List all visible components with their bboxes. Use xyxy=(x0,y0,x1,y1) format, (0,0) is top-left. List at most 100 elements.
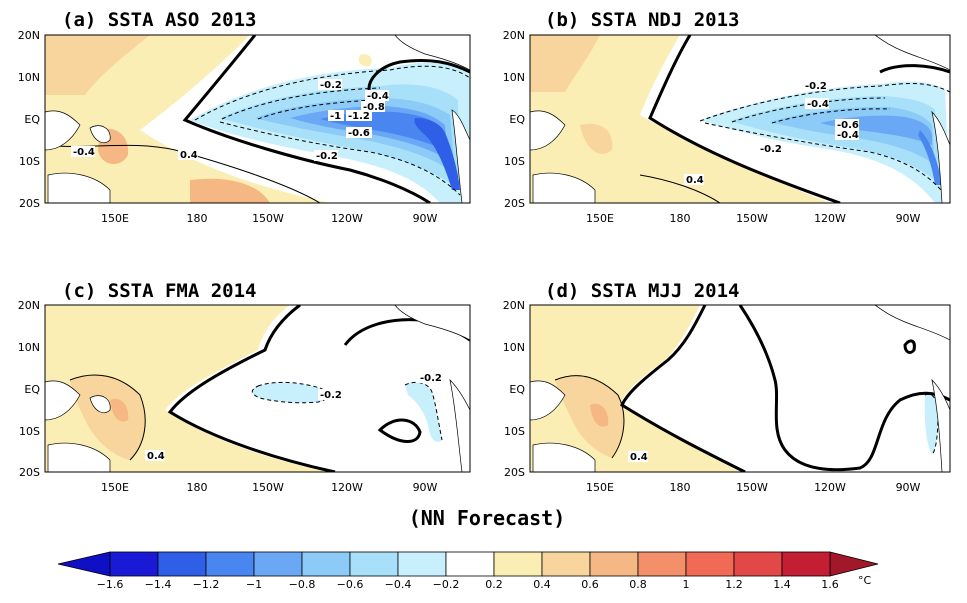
lon-label: 90W xyxy=(896,481,921,494)
colorbar-swatch xyxy=(349,551,399,577)
lat-label: 10S xyxy=(19,425,40,438)
lat-label: 10S xyxy=(19,155,40,168)
forecast-label: (NN Forecast) xyxy=(409,506,566,530)
lat-label: 10N xyxy=(18,71,40,84)
contour-label: -0.2 xyxy=(805,81,827,92)
contour-label: -0.8 xyxy=(363,102,385,113)
panel-b-map xyxy=(530,35,950,203)
lat-label: 10N xyxy=(18,341,40,354)
colorbar-swatch xyxy=(589,551,639,577)
lon-label: 90W xyxy=(413,481,438,494)
contour-label: -0.2 xyxy=(316,151,338,162)
lat-label: 10N xyxy=(503,71,525,84)
colorbar-swatch xyxy=(397,551,447,577)
lat-label: 10N xyxy=(503,341,525,354)
colorbar-swatch xyxy=(541,551,591,577)
lon-label: 120W xyxy=(814,481,846,494)
lat-label: 20N xyxy=(503,29,525,42)
colorbar-end-low xyxy=(57,551,111,577)
colorbar-swatch xyxy=(781,551,831,577)
colorbar-label: 0.6 xyxy=(581,578,599,591)
contour-label: -0.2 xyxy=(320,390,342,401)
colorbar-swatch xyxy=(637,551,687,577)
lon-label: 120W xyxy=(331,212,363,225)
panel-d-contour-labels: 0.4 xyxy=(628,451,648,463)
colorbar-label: −0.2 xyxy=(433,578,460,591)
colorbar-label: 0.4 xyxy=(533,578,551,591)
colorbar-end-high xyxy=(829,551,879,577)
colorbar-label: −1.2 xyxy=(193,578,220,591)
lon-label: 180 xyxy=(670,481,691,494)
panel-d: (d) SSTA MJJ 2014 0.4 20N 10N EQ xyxy=(503,280,951,494)
panel-b: (b) SSTA NDJ 2013 xyxy=(503,9,951,225)
lat-label: 20S xyxy=(19,466,40,479)
lon-label: 120W xyxy=(331,481,363,494)
colorbar-label: 1.2 xyxy=(725,578,743,591)
colorbar-swatch xyxy=(445,551,495,577)
contour-label: -0.2 xyxy=(420,373,442,384)
contour-label: 0.4 xyxy=(686,175,704,186)
lon-label: 180 xyxy=(187,481,208,494)
lon-label: 150E xyxy=(101,481,129,494)
lon-label: 150W xyxy=(252,212,284,225)
colorbar-label: 1.4 xyxy=(773,578,791,591)
lon-label: 180 xyxy=(670,212,691,225)
panel-c-map xyxy=(45,305,470,472)
lat-label: EQ xyxy=(24,383,40,396)
lon-label: 150E xyxy=(586,481,614,494)
colorbar-swatch xyxy=(301,551,351,577)
lat-label: 20N xyxy=(18,299,40,312)
contour-label: -0.4 xyxy=(73,147,95,158)
units-label: °C xyxy=(858,574,872,587)
panel-a: (a) SSTA ASO 2013 xyxy=(18,9,471,225)
panel-c-title: (c) SSTA FMA 2014 xyxy=(62,280,256,302)
panel-b-contour-labels: -0.2 -0.4 -0.6 -0.4 -0.2 0.4 xyxy=(684,80,859,186)
contour-label: -0.4 xyxy=(837,130,859,141)
lon-label: 90W xyxy=(896,212,921,225)
colorbar-label: −1.4 xyxy=(145,578,172,591)
panel-c: (c) SSTA FMA 2014 -0.2 xyxy=(18,280,471,494)
lon-label: 150E xyxy=(101,212,129,225)
colorbar-swatch xyxy=(733,551,783,577)
colorbar-label: 0.2 xyxy=(485,578,503,591)
contour-label: 0.4 xyxy=(630,452,648,463)
lat-label: 20N xyxy=(18,29,40,42)
contour-label: -0.4 xyxy=(367,91,389,102)
lat-label: EQ xyxy=(24,113,40,126)
lon-label: 150W xyxy=(252,481,284,494)
lat-label: 20S xyxy=(504,197,525,210)
panel-a-map xyxy=(45,35,470,203)
contour-label: -0.2 xyxy=(320,80,342,91)
panel-a-contour-labels: -0.2 -0.4 -0.8 -1 -1.2 -0.6 -0.2 0.4 -0.… xyxy=(71,79,389,162)
contour-label: -1 xyxy=(330,111,341,122)
panel-d-title: (d) SSTA MJJ 2014 xyxy=(545,280,739,302)
lon-label: 150W xyxy=(736,212,768,225)
contour-label: -1.2 xyxy=(348,111,370,122)
lat-label: 10S xyxy=(504,155,525,168)
colorbar-label: −1 xyxy=(246,578,262,591)
colorbar-label: 0.8 xyxy=(629,578,647,591)
panel-d-map xyxy=(530,305,950,472)
colorbar-swatch xyxy=(205,551,255,577)
colorbar: −1.6 −1.4 −1.2 −1 −0.8 −0.6 −0.4 −0.2 0.2 0.4 0.6 0… xyxy=(57,551,879,591)
lat-label: 20S xyxy=(19,197,40,210)
contour-label: 0.4 xyxy=(180,150,198,161)
colorbar-swatch xyxy=(685,551,735,577)
lon-label: 90W xyxy=(413,212,438,225)
contour-label: -0.2 xyxy=(760,144,782,155)
lat-label: EQ xyxy=(509,383,525,396)
colorbar-swatch xyxy=(109,551,159,577)
contour-label: -0.4 xyxy=(807,99,829,110)
contour-label: -0.6 xyxy=(837,120,859,131)
colorbar-label: −0.6 xyxy=(337,578,364,591)
colorbar-swatch xyxy=(493,551,543,577)
lon-label: 150W xyxy=(736,481,768,494)
panel-c-contour-labels: -0.2 -0.2 0.4 xyxy=(145,372,442,462)
colorbar-label: −0.4 xyxy=(385,578,412,591)
contour-label: 0.4 xyxy=(147,451,165,462)
lon-label: 150E xyxy=(586,212,614,225)
lat-label: EQ xyxy=(509,113,525,126)
lon-label: 180 xyxy=(187,212,208,225)
panel-a-title: (a) SSTA ASO 2013 xyxy=(62,9,256,31)
